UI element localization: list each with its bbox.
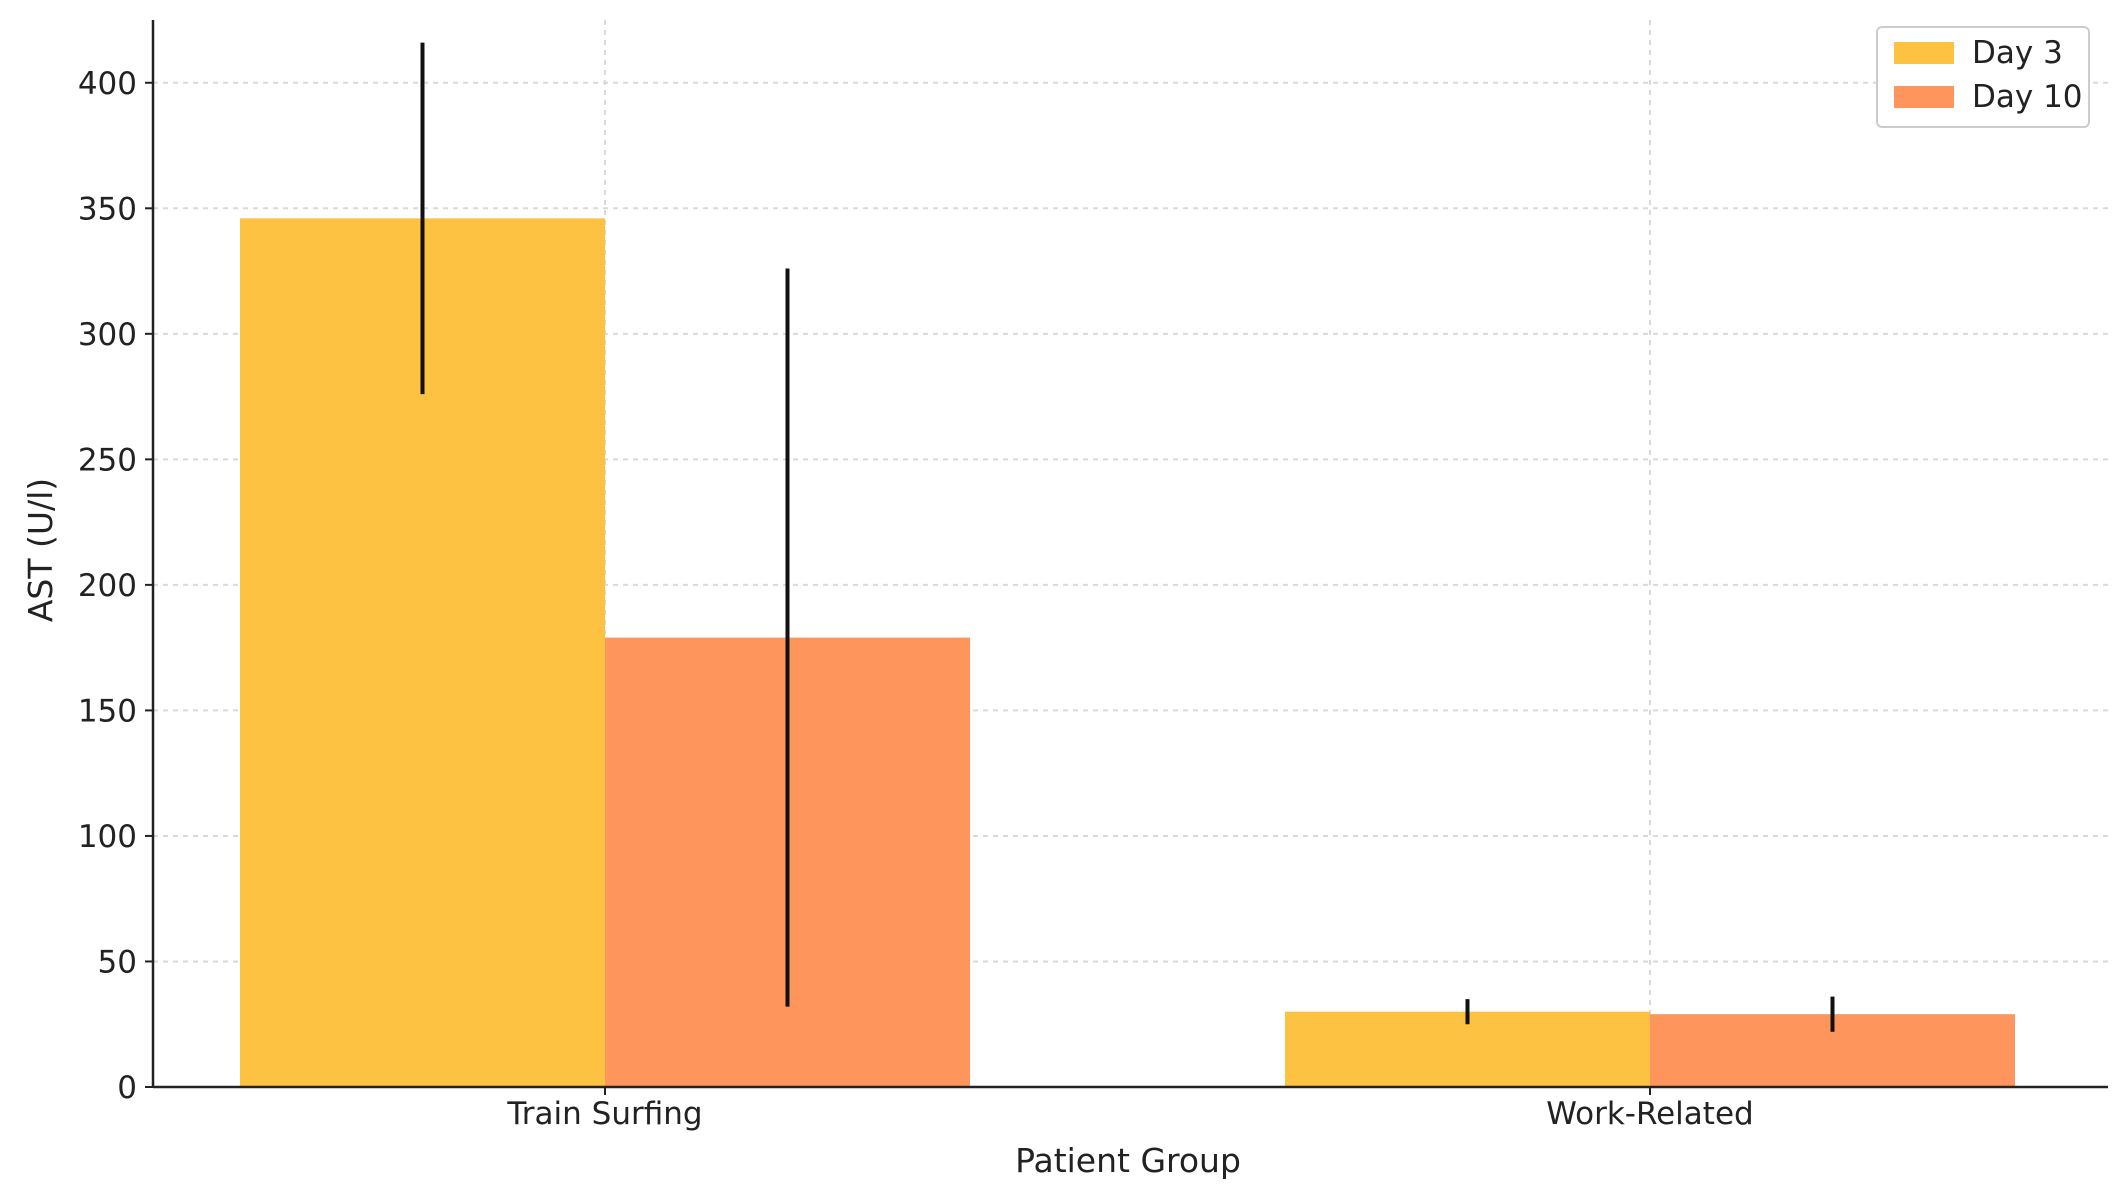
legend: Day 3 Day 10 [1876,26,2090,128]
y-tick-label: 50 [98,944,137,980]
y-tick-label: 250 [78,442,137,478]
y-tick-label: 100 [78,819,137,855]
x-axis-label: Patient Group [1015,1141,1241,1180]
y-tick-label: 400 [78,66,137,102]
y-tick-label: 300 [78,317,137,353]
y-tick-label: 200 [78,568,137,604]
y-axis-label: AST (U/l) [21,478,60,622]
x-tick-label: Train Surfing [506,1096,702,1132]
y-tick-label: 350 [78,191,137,227]
legend-label: Day 3 [1972,35,2063,71]
legend-swatch [1894,42,1954,64]
x-tick-label: Work-Related [1546,1096,1753,1132]
legend-label: Day 10 [1972,79,2083,115]
x-ticks: Train Surfing Work-Related [506,1087,1754,1132]
y-ticks: 0 50 100 150 200 250 300 350 400 [78,66,153,1106]
error-bars [420,42,1835,1032]
y-tick-label: 0 [117,1070,137,1106]
y-tick-label: 150 [78,693,137,729]
legend-swatch [1894,86,1954,108]
axes [151,20,2108,1089]
bars [240,218,2015,1087]
